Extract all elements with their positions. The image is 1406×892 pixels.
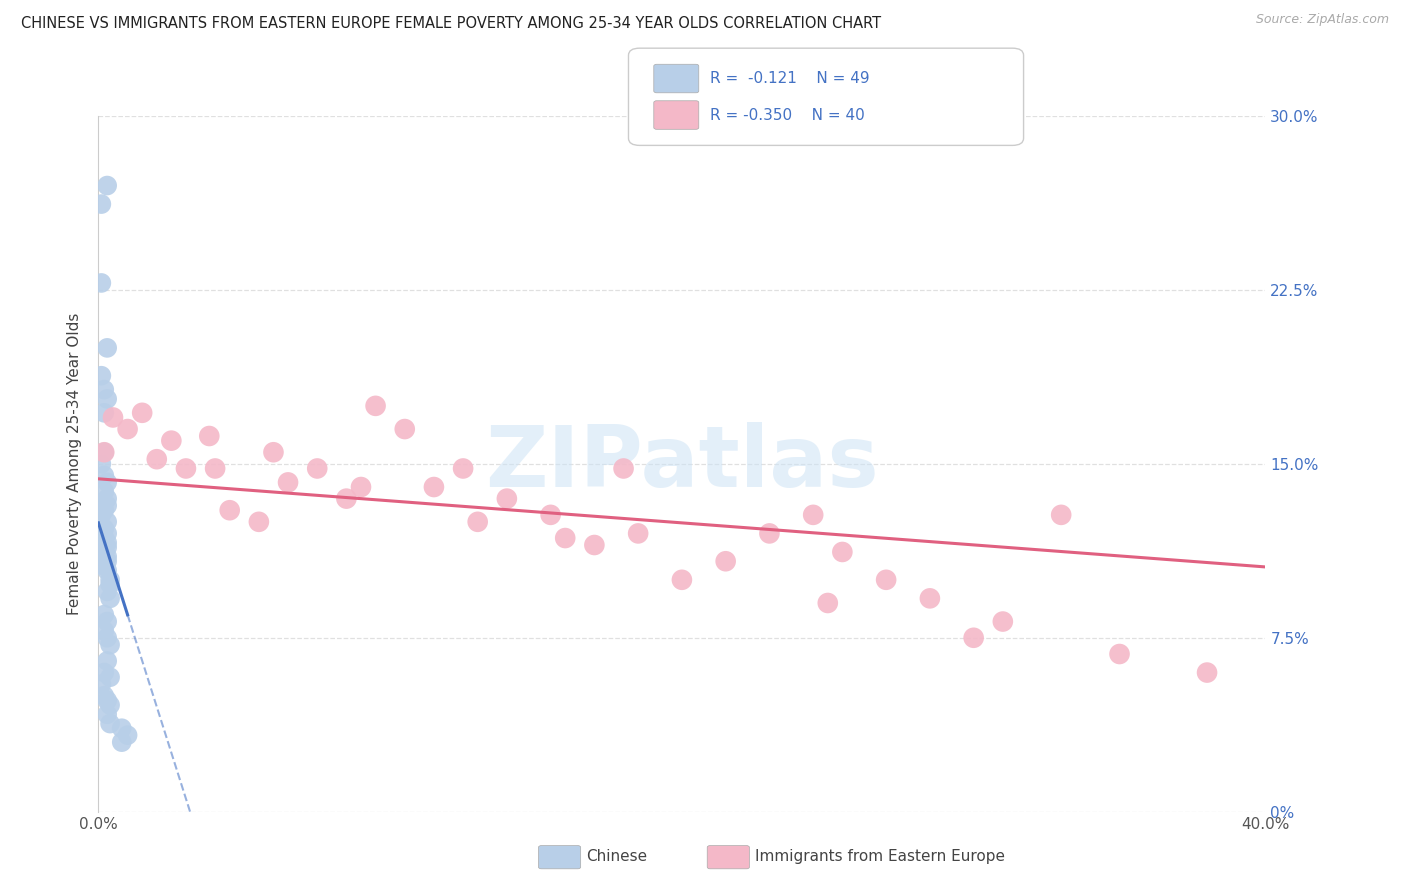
Point	[117, 728, 139, 742]
Point	[93, 406, 115, 420]
Point	[96, 541, 118, 555]
Point	[98, 573, 121, 587]
Point	[991, 615, 1014, 629]
Point	[627, 526, 650, 541]
Y-axis label: Female Poverty Among 25-34 Year Olds: Female Poverty Among 25-34 Year Olds	[67, 313, 83, 615]
Point	[801, 508, 824, 522]
Point	[554, 531, 576, 545]
Point	[93, 545, 115, 559]
Text: Chinese: Chinese	[586, 849, 647, 863]
Point	[131, 406, 153, 420]
Point	[96, 631, 118, 645]
Point	[1195, 665, 1218, 680]
Point	[96, 392, 118, 406]
Point	[495, 491, 517, 506]
Point	[875, 573, 897, 587]
Point	[96, 475, 118, 490]
Point	[93, 503, 115, 517]
Point	[96, 499, 118, 513]
Point	[96, 654, 118, 668]
Point	[96, 491, 118, 506]
Point	[540, 508, 562, 522]
Point	[117, 422, 139, 436]
Point	[247, 515, 270, 529]
Point	[364, 399, 387, 413]
Point	[451, 461, 474, 475]
Point	[98, 591, 121, 606]
Text: CHINESE VS IMMIGRANTS FROM EASTERN EUROPE FEMALE POVERTY AMONG 25-34 YEAR OLDS C: CHINESE VS IMMIGRANTS FROM EASTERN EUROP…	[21, 16, 882, 31]
Point	[90, 457, 112, 471]
Point	[98, 698, 121, 712]
Point	[714, 554, 737, 568]
Point	[96, 564, 118, 578]
Point	[98, 577, 121, 591]
Point	[262, 445, 284, 459]
Point	[198, 429, 221, 443]
Point	[93, 522, 115, 536]
Point	[612, 461, 634, 475]
Point	[204, 461, 226, 475]
Point	[583, 538, 606, 552]
Point	[98, 638, 121, 652]
Text: R =  -0.121    N = 49: R = -0.121 N = 49	[710, 71, 870, 86]
Point	[96, 615, 118, 629]
Point	[90, 368, 112, 383]
Point	[467, 515, 489, 529]
Point	[918, 591, 941, 606]
Point	[1108, 647, 1130, 661]
Point	[758, 526, 780, 541]
Point	[218, 503, 240, 517]
Point	[671, 573, 693, 587]
Point	[423, 480, 446, 494]
Point	[90, 276, 112, 290]
Point	[93, 445, 115, 459]
Point	[96, 526, 118, 541]
Text: Source: ZipAtlas.com: Source: ZipAtlas.com	[1256, 13, 1389, 27]
Point	[174, 461, 197, 475]
Point	[394, 422, 416, 436]
Point	[93, 383, 115, 397]
Point	[93, 665, 115, 680]
Point	[962, 631, 984, 645]
Point	[96, 584, 118, 599]
Point	[96, 707, 118, 722]
Point	[307, 461, 329, 475]
Point	[1050, 508, 1073, 522]
Point	[96, 549, 118, 564]
Point	[160, 434, 183, 448]
Point	[93, 445, 115, 459]
Point	[93, 468, 115, 483]
Point	[96, 554, 118, 568]
Point	[93, 607, 115, 622]
Point	[96, 535, 118, 549]
Point	[96, 341, 118, 355]
Text: Immigrants from Eastern Europe: Immigrants from Eastern Europe	[755, 849, 1005, 863]
Point	[93, 558, 115, 573]
Point	[817, 596, 839, 610]
Point	[93, 689, 115, 703]
Point	[277, 475, 299, 490]
Point	[90, 508, 112, 522]
Point	[90, 677, 112, 691]
Point	[96, 178, 118, 193]
Text: R = -0.350    N = 40: R = -0.350 N = 40	[710, 108, 865, 122]
Point	[146, 452, 169, 467]
Point	[101, 410, 124, 425]
Text: ZIPatlas: ZIPatlas	[485, 422, 879, 506]
Point	[98, 670, 121, 684]
Point	[350, 480, 373, 494]
Point	[93, 531, 115, 545]
Point	[93, 624, 115, 638]
Point	[90, 197, 112, 211]
Point	[111, 721, 134, 735]
Point	[335, 491, 357, 506]
Point	[111, 735, 134, 749]
Point	[93, 484, 115, 499]
Point	[96, 693, 118, 707]
Point	[98, 716, 121, 731]
Point	[831, 545, 853, 559]
Point	[96, 515, 118, 529]
